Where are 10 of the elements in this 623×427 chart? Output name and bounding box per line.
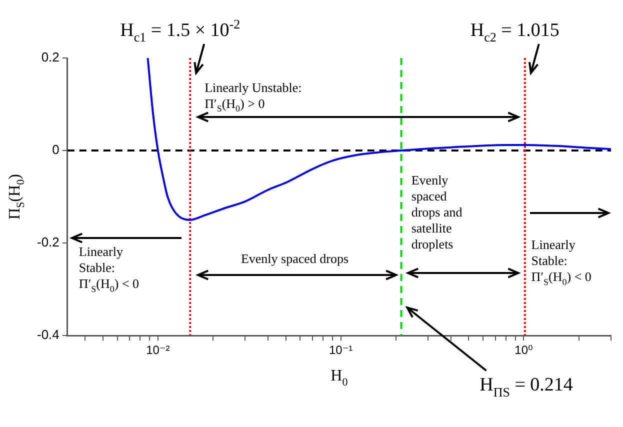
annotation: Evenly spaced drops and satellite droplets [411,172,463,252]
annotation: Evenly spaced drops [240,251,349,266]
x-tick-label: 10⁰ [514,343,533,358]
y-axis-title: ΠS(H0) [6,174,28,220]
y-tick-label: 0 [52,142,60,158]
x-tick-label: 10⁻² [146,343,170,358]
y-tick-label: 0.2 [41,50,60,65]
y-tick-label: -0.2 [36,234,60,250]
x-tick-label: 10⁻¹ [328,343,353,358]
y-tick-label: -0.4 [36,327,60,342]
